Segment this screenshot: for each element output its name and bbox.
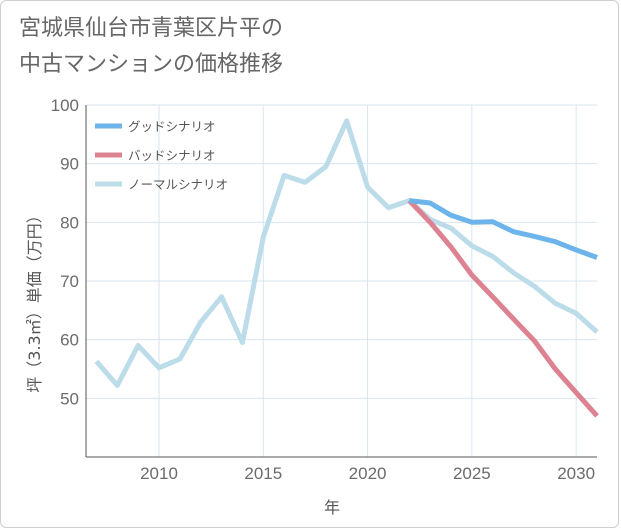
chart-title-line-2: 中古マンションの価格推移: [19, 52, 284, 77]
y-tick-label: 50: [60, 389, 79, 408]
y-tick-label: 100: [51, 96, 79, 115]
y-tick-label: 70: [60, 272, 79, 291]
y-axis-ticks: 50 60 70 80 90 100: [51, 96, 79, 408]
series-line: [94, 118, 599, 388]
series-line: [407, 198, 599, 418]
series-line: [409, 198, 598, 260]
chart-title-line-1: 宮城県仙台市青葉区片平の: [19, 16, 284, 41]
grid: [86, 104, 597, 457]
x-axis-label: 年: [324, 498, 340, 517]
y-tick-label: 80: [60, 213, 79, 232]
y-tick-label: 90: [60, 155, 79, 174]
x-tick-label: 2010: [140, 464, 178, 483]
x-tick-label: 2030: [557, 464, 595, 483]
chart-title: 宮城県仙台市青葉区片平の 中古マンションの価格推移: [19, 11, 283, 83]
plot-border: [85, 105, 597, 458]
x-tick-label: 2025: [453, 464, 491, 483]
legend-label: ノーマルシナリオ: [128, 177, 228, 192]
x-tick-label: 2020: [349, 464, 387, 483]
y-tick-label: 60: [60, 331, 79, 350]
series-lines: [94, 118, 599, 418]
x-axis-ticks: 2010 2015 2020 2025 2030: [140, 464, 595, 483]
x-tick-label: 2015: [244, 464, 282, 483]
legend-label: グッドシナリオ: [128, 119, 216, 134]
legend-label: バッドシナリオ: [128, 148, 216, 163]
y-axis-label: 坪（3.3㎡）単価（万円）: [25, 207, 44, 392]
